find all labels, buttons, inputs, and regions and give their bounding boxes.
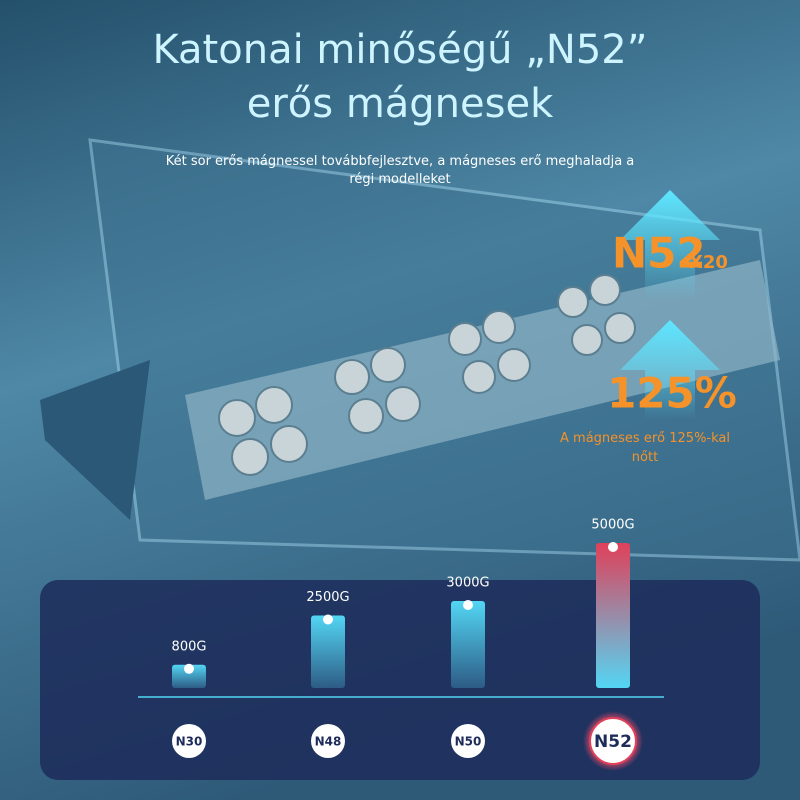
subtitle: Két sor erős mágnessel továbbfejlesztve,… <box>166 154 635 187</box>
chart-panel <box>40 580 760 780</box>
category-label: N48 <box>315 735 342 749</box>
bar <box>172 664 206 688</box>
category-badge <box>311 724 345 758</box>
category-label: N50 <box>455 735 482 749</box>
bar-dot <box>184 663 194 674</box>
category-label: N52 <box>594 732 632 752</box>
bar-dot <box>323 614 333 625</box>
annotation: 125% <box>607 369 737 418</box>
value-label: 800G <box>172 639 207 654</box>
bar-dot <box>608 542 618 552</box>
annotation: A mágneses erő 125%-kal nőtt <box>560 431 730 465</box>
category-label: N30 <box>176 735 203 749</box>
tablet-stand <box>40 360 150 520</box>
arrow <box>620 320 720 420</box>
annotation: X20 <box>689 252 728 273</box>
bar <box>311 615 345 688</box>
category-badge <box>172 724 206 758</box>
annotation: N52 <box>612 229 706 278</box>
bar-dot <box>463 600 473 610</box>
category-badge <box>589 717 637 765</box>
bar <box>451 601 485 688</box>
value-label: 5000G <box>591 518 634 533</box>
bar <box>596 543 630 688</box>
title: Katonai minőségű „N52” erős mágnesek <box>153 27 648 127</box>
magnets <box>218 274 636 476</box>
value-label: 2500G <box>306 590 349 605</box>
arrow <box>620 190 720 300</box>
category-badge <box>451 724 485 758</box>
value-label: 3000G <box>446 576 489 591</box>
